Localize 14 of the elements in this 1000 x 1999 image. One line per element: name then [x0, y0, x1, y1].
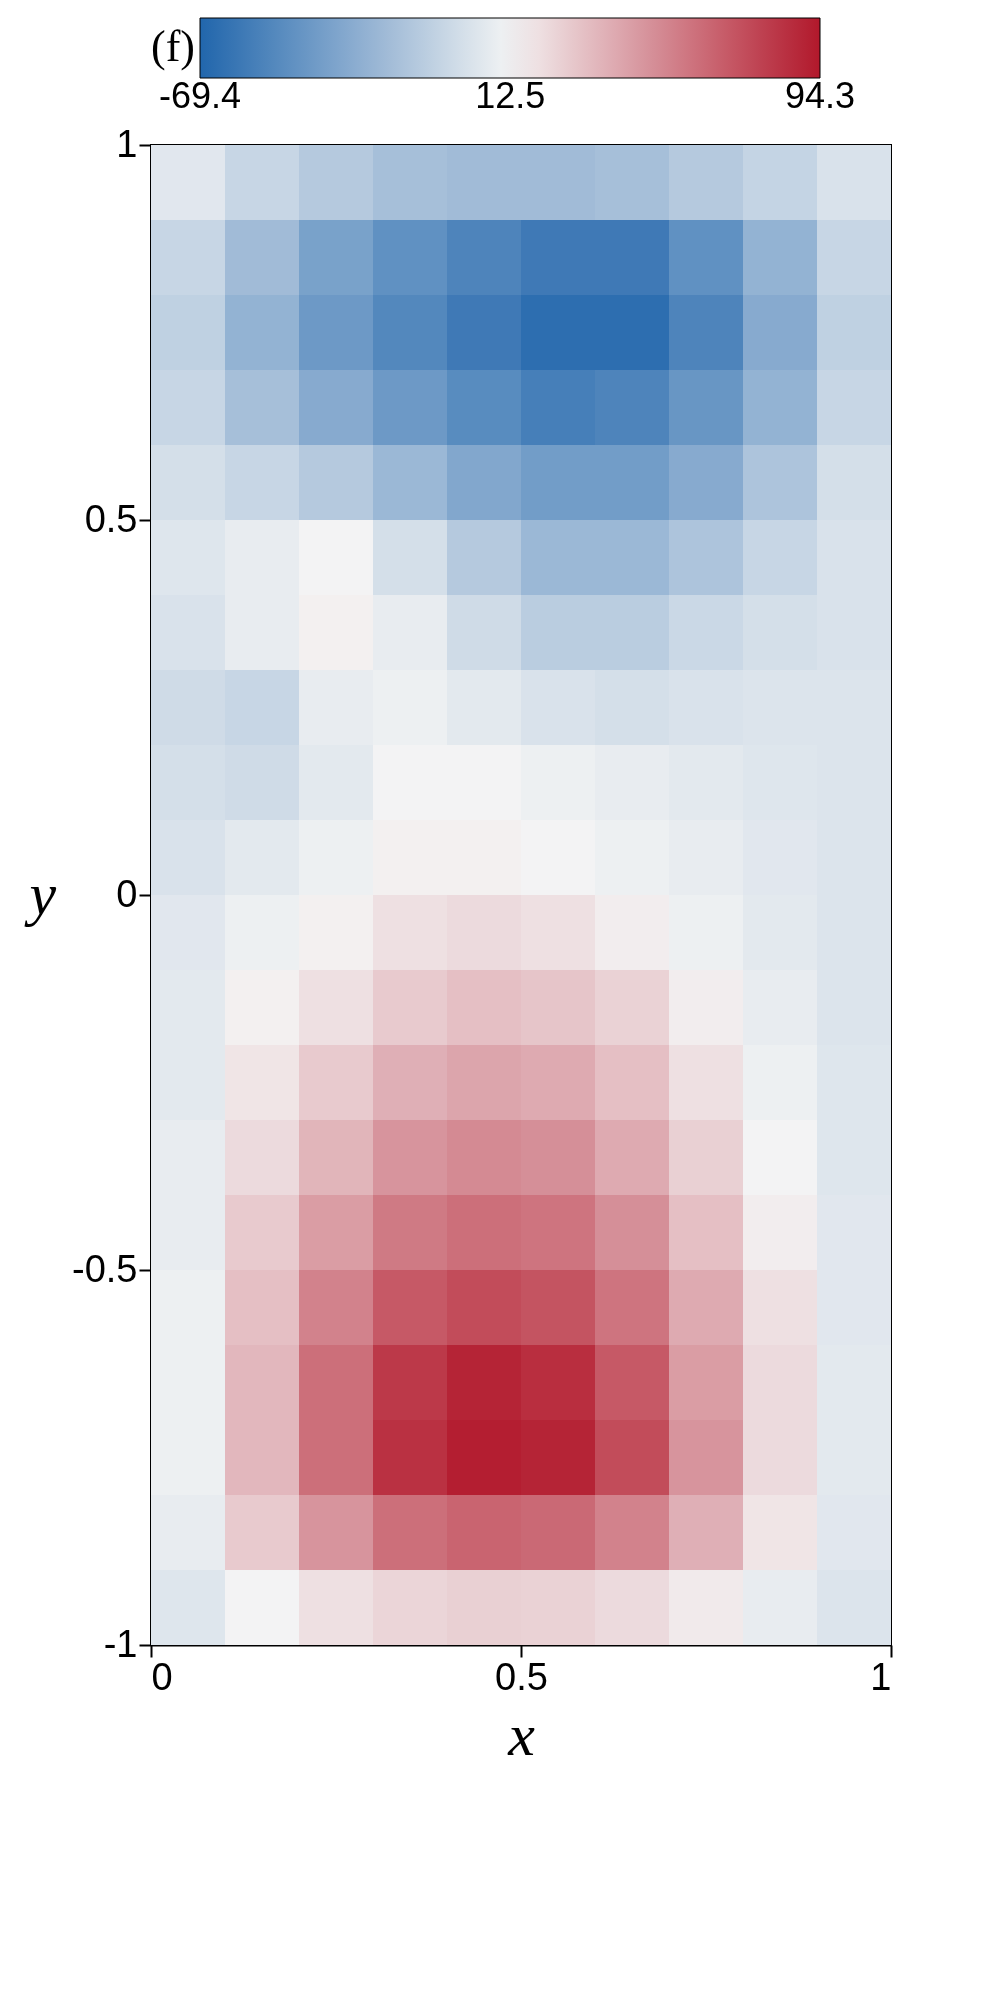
x-tick-label: 0.5: [495, 1655, 548, 1698]
y-tick-label: 0.5: [84, 497, 138, 540]
y-tick-label: -0.5: [72, 1247, 138, 1290]
y-tick-label: 0: [116, 872, 138, 915]
x-tick-label: 0: [151, 1655, 173, 1698]
chart-title: (f): [151, 22, 195, 71]
color-bar-label: -69.4: [158, 75, 242, 116]
y-tick-label: 1: [116, 122, 138, 165]
x-tick-label: 1: [870, 1655, 892, 1698]
color-bar-label: 12.5: [475, 75, 546, 116]
x-axis-title: x: [507, 1701, 536, 1768]
color-bar-label: 94.3: [784, 75, 856, 116]
y-tick-label: -1: [103, 1622, 138, 1665]
y-axis-title: y: [23, 860, 57, 927]
